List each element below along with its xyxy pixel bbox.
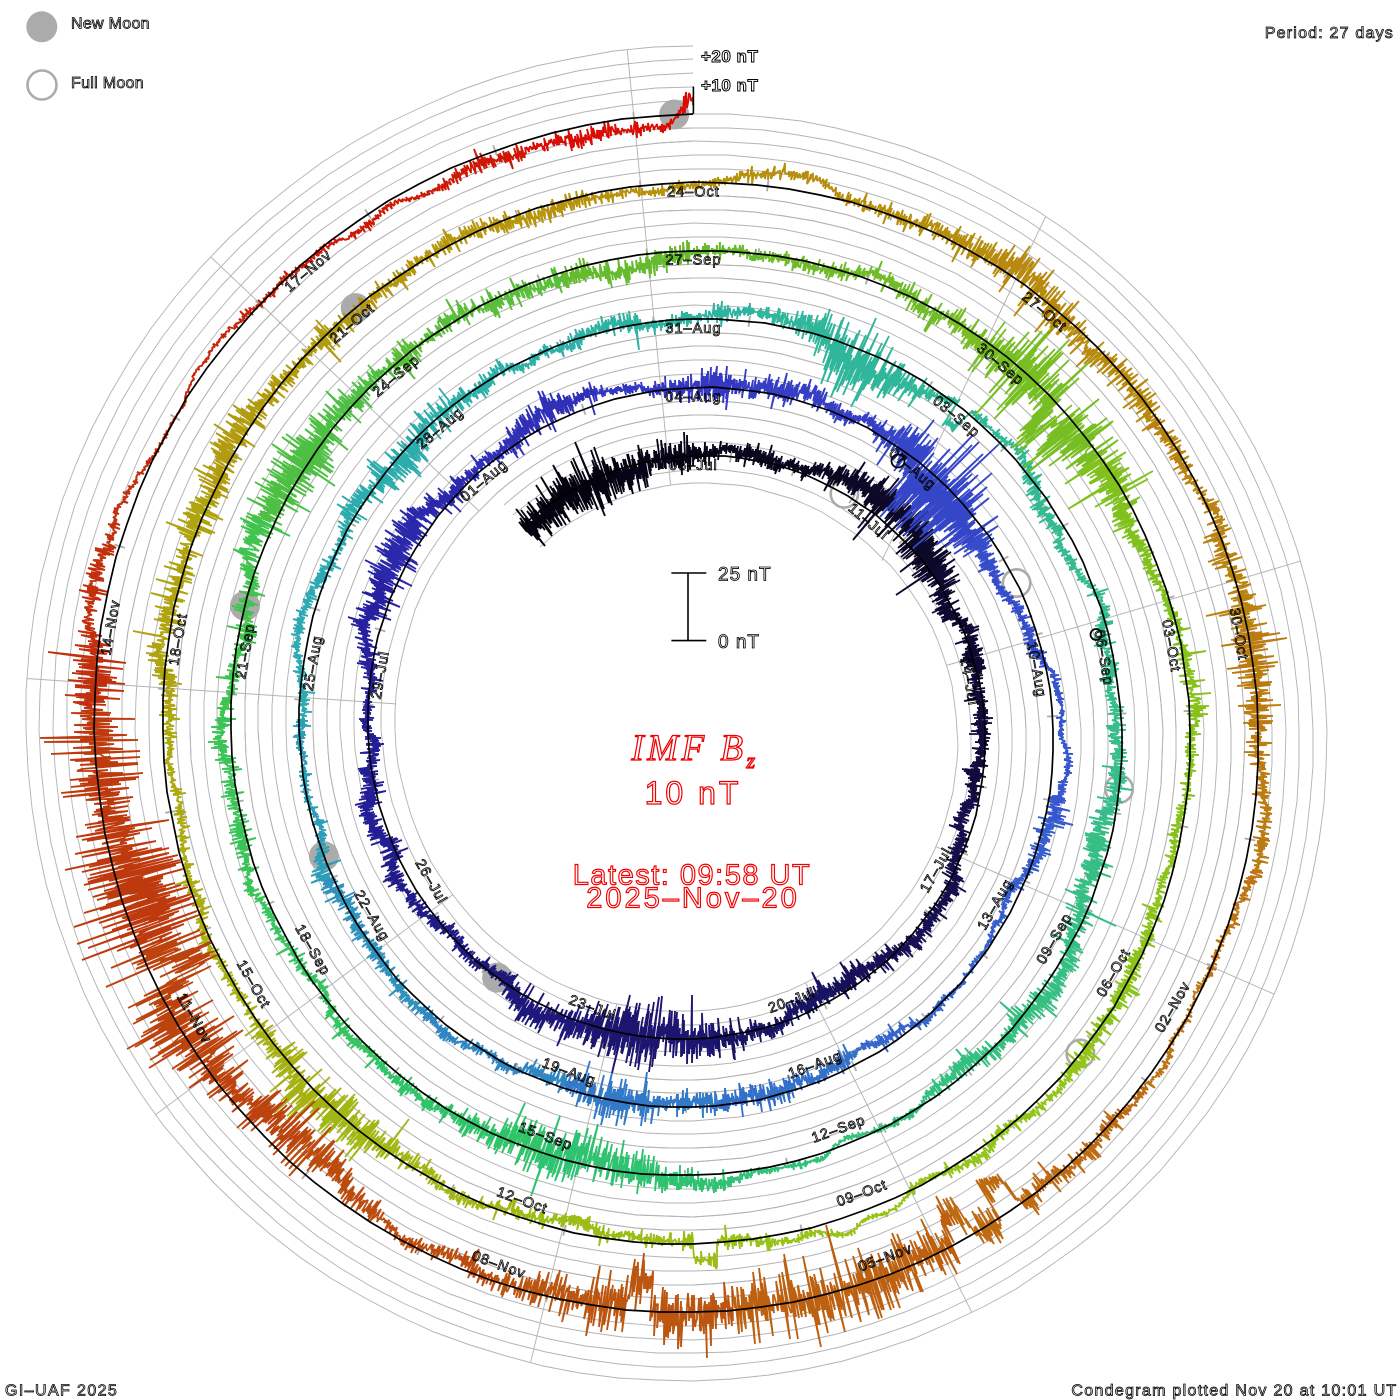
svg-text:+10 nT: +10 nT: [701, 76, 758, 95]
svg-text:24–Oct: 24–Oct: [667, 184, 720, 200]
svg-text:+20 nT: +20 nT: [701, 47, 758, 66]
svg-text:25 nT: 25 nT: [718, 565, 772, 586]
svg-text:Latest: 09:58 UT: Latest: 09:58 UT: [573, 860, 811, 892]
svg-text:10 nT: 10 nT: [645, 775, 742, 811]
svg-text:31–Aug: 31–Aug: [665, 321, 721, 337]
svg-text:GI–UAF 2025: GI–UAF 2025: [5, 1383, 118, 1400]
svg-text:Condegram plotted Nov 20 at 10: Condegram plotted Nov 20 at 10:01 UT: [1071, 1383, 1397, 1400]
svg-text:New Moon: New Moon: [71, 16, 150, 33]
svg-text:08–Jul: 08–Jul: [669, 458, 718, 474]
svg-text:IMF Bz: IMF Bz: [630, 728, 758, 773]
svg-text:Full Moon: Full Moon: [71, 75, 144, 92]
svg-text:27–Sep: 27–Sep: [665, 253, 721, 269]
svg-text:Period: 27 days: Period: 27 days: [1265, 25, 1394, 42]
svg-text:2025–Nov–20: 2025–Nov–20: [586, 883, 800, 915]
svg-text:0 nT: 0 nT: [718, 632, 760, 653]
svg-text:04–Aug: 04–Aug: [665, 390, 721, 406]
